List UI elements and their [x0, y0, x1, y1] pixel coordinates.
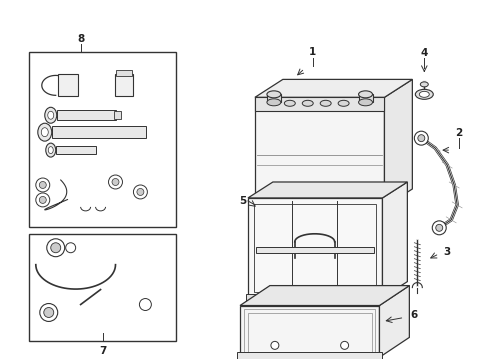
- Circle shape: [40, 303, 58, 321]
- Ellipse shape: [358, 91, 372, 98]
- Bar: [237, 352, 382, 360]
- Bar: [244, 310, 375, 357]
- Polygon shape: [384, 80, 411, 207]
- Circle shape: [51, 243, 61, 253]
- Ellipse shape: [284, 100, 295, 106]
- Bar: [358, 94, 372, 102]
- Text: 7: 7: [99, 346, 106, 356]
- Circle shape: [431, 221, 446, 235]
- Bar: [57, 110, 116, 120]
- Text: 4: 4: [420, 49, 427, 58]
- Circle shape: [65, 243, 76, 253]
- Polygon shape: [379, 285, 408, 357]
- Ellipse shape: [48, 147, 53, 154]
- Ellipse shape: [266, 99, 280, 106]
- Ellipse shape: [266, 91, 280, 98]
- Bar: [113, 111, 121, 119]
- Text: 2: 2: [455, 128, 462, 138]
- Bar: [29, 53, 176, 227]
- Circle shape: [413, 131, 427, 145]
- Circle shape: [36, 193, 50, 207]
- Bar: [56, 146, 95, 154]
- Ellipse shape: [38, 123, 52, 141]
- Circle shape: [108, 175, 122, 189]
- Bar: [255, 247, 374, 253]
- Ellipse shape: [302, 100, 313, 106]
- Circle shape: [39, 181, 46, 189]
- Bar: [116, 71, 132, 76]
- Ellipse shape: [45, 107, 57, 123]
- Ellipse shape: [358, 99, 372, 106]
- Ellipse shape: [419, 91, 428, 97]
- Circle shape: [47, 239, 64, 257]
- Circle shape: [340, 341, 348, 349]
- Bar: [240, 306, 379, 357]
- Polygon shape: [382, 182, 407, 298]
- Bar: [58, 75, 78, 96]
- Ellipse shape: [46, 143, 56, 157]
- Circle shape: [435, 224, 442, 231]
- Circle shape: [270, 341, 278, 349]
- Polygon shape: [254, 80, 411, 97]
- Bar: [29, 234, 176, 341]
- Bar: [52, 126, 146, 138]
- Bar: [247, 314, 371, 357]
- Bar: [254, 97, 384, 207]
- Text: 6: 6: [410, 310, 417, 320]
- Ellipse shape: [41, 128, 48, 137]
- Ellipse shape: [420, 82, 427, 87]
- Circle shape: [137, 189, 143, 195]
- Bar: [253, 204, 376, 292]
- Ellipse shape: [414, 89, 432, 99]
- Circle shape: [44, 307, 54, 318]
- Polygon shape: [240, 285, 408, 306]
- Ellipse shape: [337, 100, 348, 106]
- Polygon shape: [247, 182, 407, 198]
- Text: 3: 3: [443, 247, 450, 257]
- Text: 1: 1: [308, 48, 316, 58]
- Circle shape: [36, 178, 50, 192]
- Circle shape: [112, 179, 119, 185]
- Bar: [254, 97, 384, 111]
- Ellipse shape: [320, 100, 330, 106]
- Ellipse shape: [48, 111, 54, 119]
- Bar: [247, 198, 382, 298]
- Circle shape: [39, 197, 46, 203]
- Bar: [245, 293, 384, 302]
- Circle shape: [417, 135, 424, 141]
- Bar: [266, 94, 280, 102]
- Text: 5: 5: [239, 196, 246, 206]
- Bar: [115, 75, 133, 96]
- Circle shape: [133, 185, 147, 199]
- Text: 8: 8: [77, 33, 84, 44]
- Circle shape: [139, 298, 151, 310]
